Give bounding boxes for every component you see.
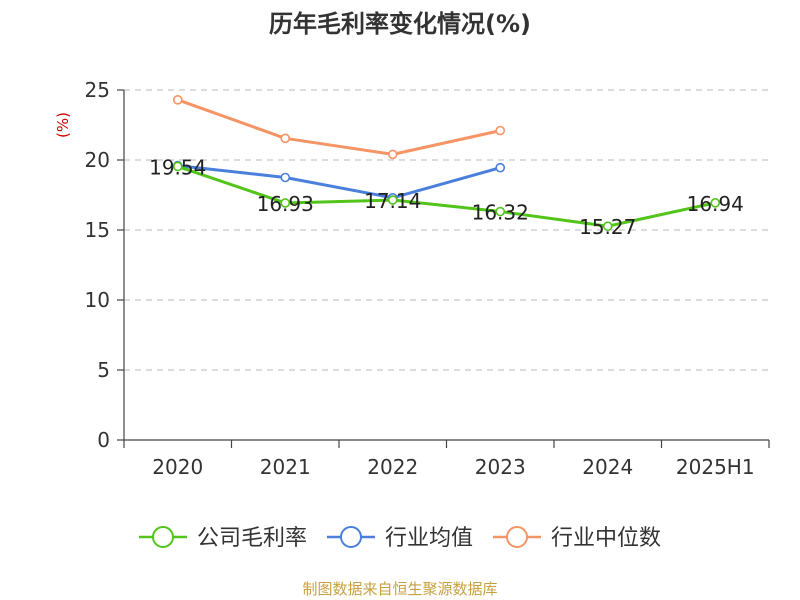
data-point bbox=[387, 195, 398, 205]
grid-lines bbox=[124, 89, 769, 371]
x-tick-label: 2022 bbox=[367, 455, 418, 479]
source-note: 制图数据来自恒生聚源数据库 bbox=[302, 580, 497, 598]
y-tick-label: 5 bbox=[97, 358, 110, 382]
y-axis-label: (%) bbox=[54, 112, 72, 138]
x-tick-label: 2023 bbox=[475, 455, 526, 479]
data-point bbox=[172, 161, 183, 172]
data-label: 16.93 bbox=[257, 192, 314, 216]
x-tick-label: 2025H1 bbox=[676, 455, 755, 479]
data-label: 16.94 bbox=[687, 192, 744, 216]
legend-marker bbox=[151, 526, 174, 548]
data-labels: 19.54 16.93 17.14 16.32 15.27 16.94 bbox=[149, 155, 744, 239]
data-point bbox=[280, 198, 291, 208]
legend-item: 行业均值 bbox=[326, 526, 473, 551]
x-tick-label: 2020 bbox=[152, 455, 203, 479]
legend-label: 公司毛利率 bbox=[197, 526, 307, 551]
data-point bbox=[280, 133, 291, 144]
data-point bbox=[172, 95, 183, 105]
legend-marker bbox=[506, 526, 529, 548]
data-point bbox=[495, 125, 506, 136]
series-line-3 bbox=[177, 98, 501, 156]
chart-title: 历年毛利率变化情况(%) bbox=[269, 10, 531, 38]
series-line-2 bbox=[177, 164, 501, 200]
y-tick-label: 0 bbox=[97, 428, 110, 452]
axes: 0 5 10 15 20 25 2020 2021 2022 2023 2024 2025H1 bbox=[85, 78, 770, 479]
legend-marker bbox=[339, 526, 362, 548]
legend-item: 行业中位数 bbox=[493, 526, 661, 551]
data-label: 15.27 bbox=[579, 215, 636, 239]
series-line-1 bbox=[177, 165, 716, 228]
data-label: 17.14 bbox=[364, 189, 421, 213]
y-tick-label: 25 bbox=[85, 78, 110, 102]
data-point bbox=[280, 172, 291, 183]
legend-item: 公司毛利率 bbox=[138, 526, 307, 551]
legend-label: 行业中位数 bbox=[551, 526, 661, 551]
legend: 公司毛利率 行业均值 行业中位数 bbox=[138, 526, 661, 551]
data-point bbox=[710, 198, 721, 208]
data-point bbox=[387, 149, 398, 160]
y-tick-label: 10 bbox=[85, 288, 110, 312]
y-tick-label: 20 bbox=[85, 148, 110, 172]
data-label: 19.54 bbox=[149, 155, 206, 179]
x-tick-label: 2021 bbox=[260, 455, 311, 479]
data-point bbox=[495, 206, 506, 217]
series-layer bbox=[172, 95, 721, 232]
data-label: 16.32 bbox=[472, 201, 529, 225]
data-point bbox=[495, 162, 506, 173]
data-point bbox=[602, 221, 613, 232]
legend-label: 行业均值 bbox=[385, 526, 473, 551]
x-tick-label: 2024 bbox=[582, 455, 633, 479]
y-tick-label: 15 bbox=[85, 218, 110, 242]
